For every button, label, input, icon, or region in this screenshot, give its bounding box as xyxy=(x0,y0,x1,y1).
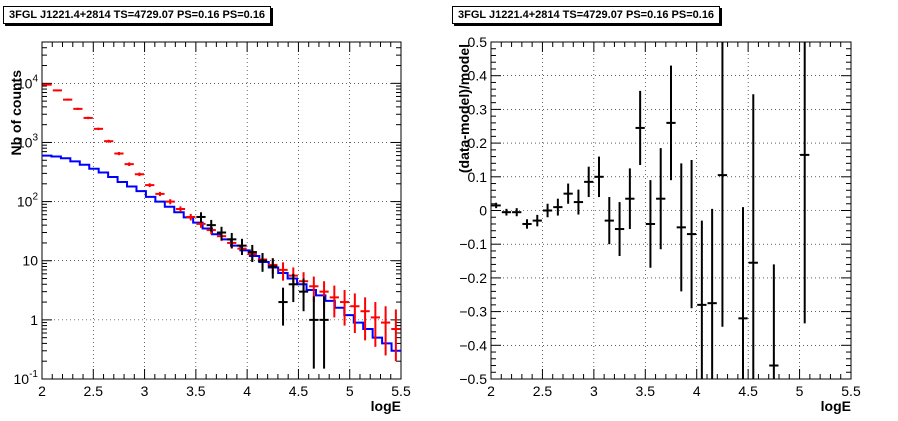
left-y-tick-label: 10 xyxy=(22,253,38,269)
right-y-tick-label: 0.3 xyxy=(468,101,488,117)
right-x-tick-label: 2.5 xyxy=(533,383,553,399)
right-plot-title-text: 3FGL J1221.4+2814 TS=4729.07 PS=0.16 PS=… xyxy=(458,9,715,21)
left-plot-frame xyxy=(41,41,402,380)
left-x-tick-label: 2.5 xyxy=(84,383,104,399)
left-plot-title-text: 3FGL J1221.4+2814 TS=4729.07 PS=0.16 PS=… xyxy=(9,9,266,21)
right-y-tick-label: 0.5 xyxy=(468,34,488,50)
right-x-tick-label: 2 xyxy=(487,383,495,399)
left-y-tick-label: 10-1 xyxy=(14,369,39,387)
right-x-tick-label: 4.5 xyxy=(738,383,758,399)
left-plot-title: 3FGL J1221.4+2814 TS=4729.07 PS=0.16 PS=… xyxy=(3,6,272,24)
right-x-tick-label: 3 xyxy=(590,383,598,399)
right-y-tick-label: 0.4 xyxy=(468,68,488,84)
right-x-tick-label: 4 xyxy=(693,383,701,399)
left-x-tick-label: 3.5 xyxy=(186,383,206,399)
right-y-tick-label: −0.4 xyxy=(459,337,487,353)
right-x-tick-label: 5 xyxy=(796,383,804,399)
right-x-tick-label: 5.5 xyxy=(841,383,861,399)
right-y-axis-title: (data-model)/model xyxy=(456,44,472,173)
left-x-tick-label: 5.5 xyxy=(391,383,411,399)
left-y-tick-label: 102 xyxy=(17,192,39,210)
right-plot-group: 2 2.5 3 3.5 4 4.5 5 5.5 −0.5 −0.4 −0.3 −0.2 −0.1 0 0.1… xyxy=(456,34,861,414)
left-y-axis-title: Nb of counts xyxy=(8,70,24,156)
left-x-axis-title: logE xyxy=(371,398,401,414)
right-y-tick-label: −0.2 xyxy=(459,270,487,286)
right-y-tick-label: −0.5 xyxy=(459,371,487,387)
right-x-axis-title: logE xyxy=(821,398,851,414)
left-x-tick-label: 2 xyxy=(38,383,46,399)
right-y-tick-label: 0.2 xyxy=(468,135,488,151)
right-y-tick-label: −0.3 xyxy=(459,304,487,320)
right-y-tick-label: 0 xyxy=(479,203,487,219)
left-y-tick-label: 1 xyxy=(30,312,38,328)
left-plot-group: 2 2.5 3 3.5 4 4.5 5 5.5 10-1 1 10 102 103 104 logE Nb o… xyxy=(8,41,411,414)
left-x-tick-label: 4.5 xyxy=(289,383,309,399)
left-x-tick-label: 4 xyxy=(243,383,251,399)
right-y-tick-label: −0.1 xyxy=(459,236,487,252)
right-plot-title: 3FGL J1221.4+2814 TS=4729.07 PS=0.16 PS=… xyxy=(452,6,721,24)
model-step-line xyxy=(42,154,401,352)
right-y-tick-label: 0.1 xyxy=(468,169,488,185)
left-y-tick-label: 104 xyxy=(17,73,39,91)
left-y-tick-label: 103 xyxy=(17,132,39,150)
right-x-tick-label: 3.5 xyxy=(636,383,656,399)
left-x-tick-label: 5 xyxy=(346,383,354,399)
left-x-tick-label: 3 xyxy=(141,383,149,399)
